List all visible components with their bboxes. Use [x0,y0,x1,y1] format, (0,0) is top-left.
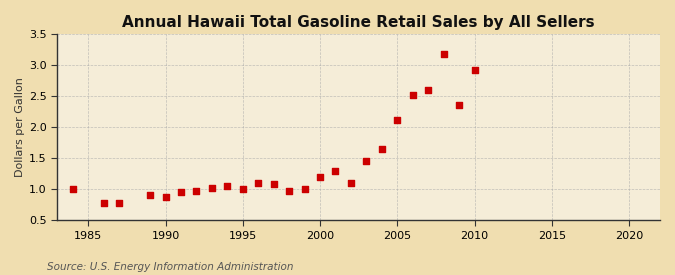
Point [160,194,171,199]
Point [423,88,433,92]
Point [299,187,310,191]
Point [176,190,186,195]
Point [99,201,109,205]
Point [222,184,233,188]
Point [144,193,155,198]
Point [469,68,480,72]
Point [392,117,403,122]
Point [330,168,341,173]
Point [284,189,294,193]
Point [438,52,449,56]
Point [238,187,248,191]
Point [268,182,279,186]
Point [253,181,264,185]
Y-axis label: Dollars per Gallon: Dollars per Gallon [15,77,25,177]
Point [361,159,372,164]
Point [377,147,387,151]
Point [207,186,217,190]
Title: Annual Hawaii Total Gasoline Retail Sales by All Sellers: Annual Hawaii Total Gasoline Retail Sale… [122,15,595,30]
Point [407,93,418,97]
Point [191,189,202,193]
Text: Source: U.S. Energy Information Administration: Source: U.S. Energy Information Administ… [47,262,294,272]
Point [68,187,78,191]
Point [315,175,325,179]
Point [454,103,464,108]
Point [346,181,356,185]
Point [114,201,125,205]
